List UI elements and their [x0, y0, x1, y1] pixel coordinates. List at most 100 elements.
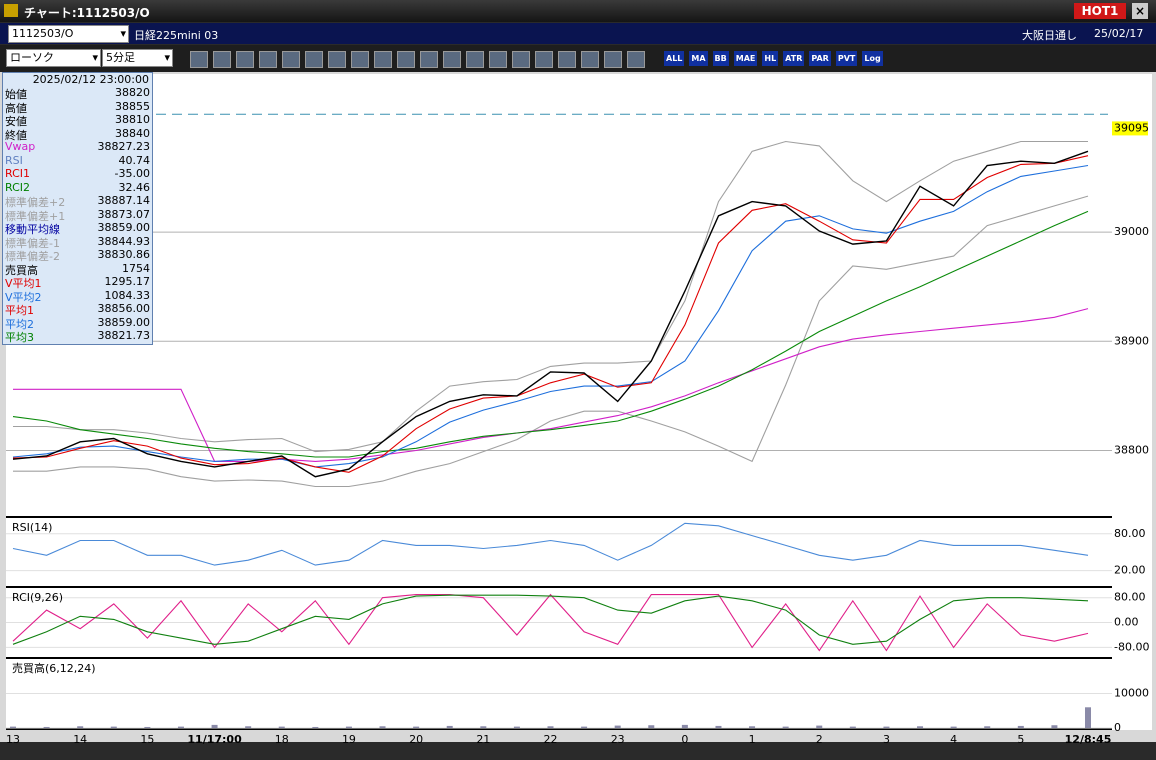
volume-bar: [547, 726, 554, 728]
tool-icon[interactable]: [328, 51, 346, 68]
series-line: [12, 150, 1089, 478]
info-row: Vwap 38827.23: [3, 140, 152, 154]
info-value: 40.74: [118, 153, 151, 167]
volume-bar: [245, 726, 252, 728]
volume-bar: [177, 726, 184, 728]
chart-style-select[interactable]: ローソク: [6, 49, 101, 67]
x-tick-label: 0: [681, 733, 688, 746]
tool-icon[interactable]: [512, 51, 530, 68]
info-value: 38827.23: [97, 140, 151, 153]
info-label: RCI2: [5, 180, 31, 194]
tool-icon[interactable]: [374, 51, 392, 68]
info-value: 38820: [115, 86, 150, 99]
tool-icon[interactable]: [305, 51, 323, 68]
volume-bar: [110, 726, 117, 728]
indicator-button[interactable]: ALL: [664, 51, 685, 66]
indicator-button[interactable]: PVT: [835, 51, 858, 66]
volume-bar: [849, 726, 856, 728]
info-row: 高値 38855: [3, 99, 152, 115]
x-tick-label: 15: [140, 733, 154, 746]
panel-title: 売買高(6,12,24): [12, 661, 96, 675]
info-value: 38887.14: [97, 194, 151, 207]
tool-icon[interactable]: [604, 51, 622, 68]
tool-icon[interactable]: [466, 51, 484, 68]
interval-select[interactable]: 5分足: [102, 49, 173, 67]
header: 1112503/O 日経225mini 03 大阪日通し 25/02/17: [0, 23, 1156, 44]
plot-area: [6, 74, 1112, 730]
tool-icon[interactable]: [627, 51, 645, 68]
series-line: [13, 140, 1088, 453]
indicator-button[interactable]: HL: [762, 51, 779, 66]
tool-icon[interactable]: [489, 51, 507, 68]
title-bar: チャート:1112503/O HOT1 ×: [0, 0, 1156, 22]
volume-bar: [312, 726, 319, 728]
info-label: 終値: [5, 128, 27, 142]
indicator-button[interactable]: MAE: [733, 51, 758, 66]
indicator-button[interactable]: BB: [712, 51, 729, 66]
volume-bar: [950, 726, 957, 728]
volume-bar: [77, 726, 84, 728]
volume-bar: [513, 726, 520, 728]
tool-icon[interactable]: [581, 51, 599, 68]
last-price-box: [1112, 121, 1148, 136]
tool-icon[interactable]: [443, 51, 461, 68]
hot-badge[interactable]: HOT1: [1074, 3, 1126, 19]
x-tick-label: 21: [476, 733, 490, 746]
tool-icon[interactable]: [558, 51, 576, 68]
x-tick-label: 20: [409, 733, 423, 746]
tool-icon[interactable]: [351, 51, 369, 68]
info-label: RCI1: [5, 167, 31, 180]
tool-icon[interactable]: [259, 51, 277, 68]
info-label: 移動平均線: [5, 223, 60, 236]
info-value: 1084.33: [104, 288, 151, 302]
tool-icon[interactable]: [282, 51, 300, 68]
volume-bar: [883, 726, 890, 728]
volume-bar: [211, 724, 218, 728]
volume-bar: [446, 725, 453, 728]
info-value: 38821.73: [97, 329, 151, 342]
info-value: 38844.93: [97, 234, 151, 248]
tool-icon[interactable]: [213, 51, 231, 68]
volume-bar: [480, 726, 487, 728]
y-tick-label: 39000: [1114, 225, 1149, 238]
volume-bar: [144, 726, 151, 728]
tool-icon[interactable]: [236, 51, 254, 68]
series-line: [13, 308, 1089, 462]
y-axis-area: [1112, 74, 1152, 730]
x-tick-label: 13: [6, 733, 20, 746]
y-tick-label: -80.00: [1114, 640, 1149, 653]
tool-icon[interactable]: [190, 51, 208, 68]
volume-bar: [10, 726, 16, 728]
close-button[interactable]: ×: [1132, 3, 1148, 19]
y-tick-label: 80.00: [1114, 591, 1146, 604]
indicator-button[interactable]: MA: [689, 51, 708, 66]
indicator-button[interactable]: PAR: [809, 51, 831, 66]
tool-icon[interactable]: [397, 51, 415, 68]
volume-bar: [681, 724, 688, 728]
info-label: 平均1: [5, 304, 34, 317]
info-label: RSI: [5, 153, 23, 167]
x-tick-label: 5: [1017, 733, 1024, 746]
volume-bar: [1085, 707, 1091, 728]
indicator-button[interactable]: Log: [862, 51, 883, 66]
info-value: 38856.00: [97, 302, 151, 315]
info-row: 標準偏差+1 38873.07: [3, 208, 152, 223]
volume-bar: [984, 726, 991, 728]
last-price-label: 39095: [1114, 121, 1149, 134]
info-value: 38855: [115, 99, 150, 113]
symbol-select[interactable]: 1112503/O: [8, 25, 129, 43]
y-tick-label: 38800: [1114, 443, 1149, 456]
info-value: 38810: [115, 113, 150, 126]
info-label: 標準偏差+2: [5, 196, 66, 209]
indicator-button[interactable]: ATR: [783, 51, 805, 66]
info-label: 平均3: [5, 331, 34, 344]
info-row: 売買高 1754: [3, 262, 152, 277]
info-label: 始値: [5, 88, 27, 101]
panel-title: RSI(14): [12, 521, 52, 534]
x-tick-label: 4: [950, 733, 957, 746]
x-tick-label: 1: [749, 733, 756, 746]
y-tick-label: 20.00: [1114, 564, 1146, 577]
tool-icon[interactable]: [535, 51, 553, 68]
tool-icon[interactable]: [420, 51, 438, 68]
